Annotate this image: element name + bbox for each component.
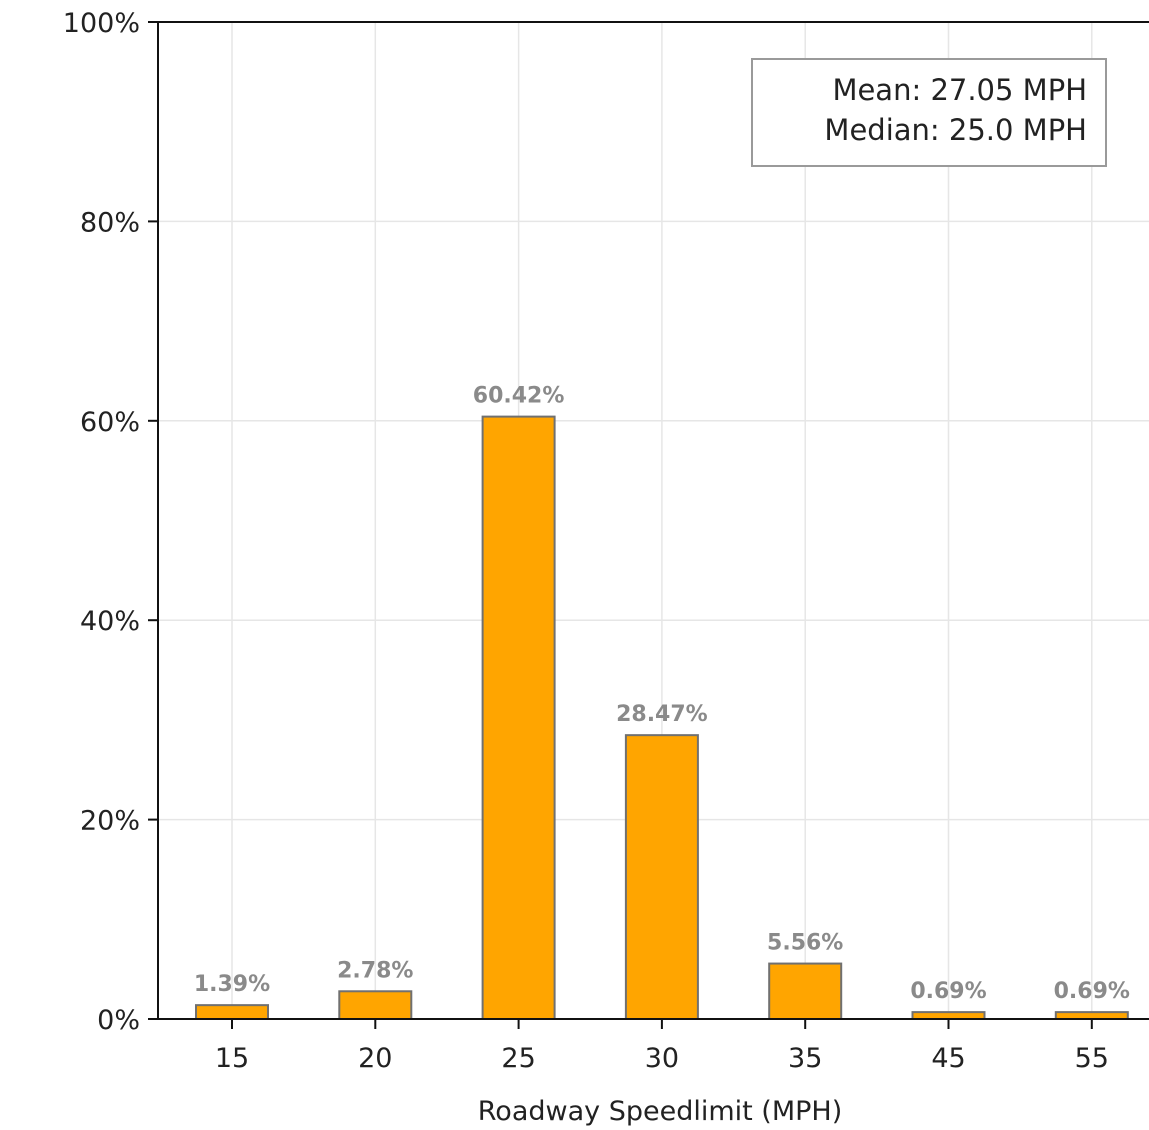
data-label-55: 0.69% xyxy=(1054,979,1130,1004)
x-tick-label-15: 15 xyxy=(215,1043,249,1074)
data-label-30: 28.47% xyxy=(616,702,708,727)
stats-mean: Mean: 27.05 MPH xyxy=(832,73,1087,107)
bar-35 xyxy=(768,962,843,1020)
data-label-35: 5.56% xyxy=(767,931,843,956)
stats-box: Mean: 27.05 MPH Median: 25.0 MPH xyxy=(751,58,1107,167)
x-tick-label-45: 45 xyxy=(931,1043,965,1074)
y-tick-label-5: 100% xyxy=(63,8,140,39)
x-axis-label: Roadway Speedlimit (MPH) xyxy=(478,1096,843,1127)
y-tick-label-1: 20% xyxy=(80,806,140,837)
x-tick-label-25: 25 xyxy=(501,1043,535,1074)
bar-labels-layer: 1.39% 2.78% 60.42% 28.47% 5.56% 0.69% 0.69% xyxy=(194,384,1130,1005)
data-label-25: 60.42% xyxy=(473,384,565,409)
y-tick-label-3: 60% xyxy=(80,407,140,438)
x-tick-label-30: 30 xyxy=(645,1043,679,1074)
bar-15 xyxy=(195,1004,269,1021)
bar-55 xyxy=(1054,1011,1129,1021)
bar-30 xyxy=(624,734,699,1020)
stats-box-frame xyxy=(751,58,1107,167)
x-tick-label-20: 20 xyxy=(358,1043,392,1074)
ticks-layer: 0% 20% 40% 60% 80% 100% 15 20 25 30 35 45 55 xyxy=(63,8,1109,1074)
data-label-45: 0.69% xyxy=(910,979,986,1004)
data-label-15: 1.39% xyxy=(194,972,270,997)
x-tick-label-55: 55 xyxy=(1075,1043,1109,1074)
y-tick-label-2: 40% xyxy=(80,606,140,637)
x-tick-label-35: 35 xyxy=(788,1043,822,1074)
bar-20 xyxy=(338,990,413,1020)
y-tick-label-4: 80% xyxy=(80,207,140,238)
stats-median: Median: 25.0 MPH xyxy=(824,113,1087,147)
axes-layer xyxy=(157,21,1149,1020)
y-tick-label-0: 0% xyxy=(97,1005,140,1036)
data-label-20: 2.78% xyxy=(337,958,413,983)
bar-25 xyxy=(481,415,556,1020)
bar-45 xyxy=(911,1011,986,1021)
